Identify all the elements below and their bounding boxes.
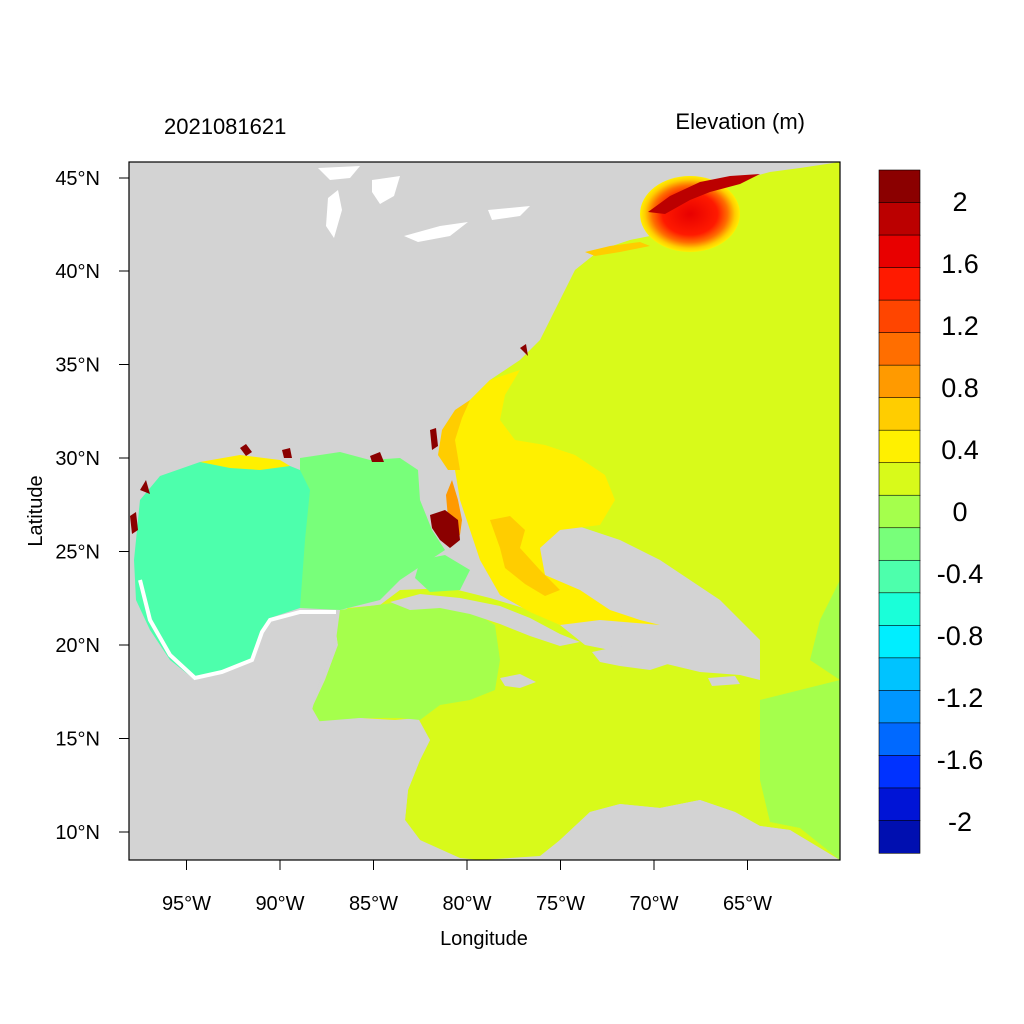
colorbar-swatch (878, 820, 921, 854)
maine-coast-surge (648, 174, 760, 214)
colorbar-swatch (878, 722, 921, 757)
x-tick-label: 80°W (442, 893, 491, 915)
colorbar-label: 2 (952, 187, 967, 217)
colorbar-swatch (878, 169, 921, 204)
central-america (129, 718, 440, 860)
colorbar-label: -2 (948, 807, 972, 837)
great-lakes (318, 166, 530, 242)
yucatan-channel (415, 555, 470, 592)
x-axis: 95°W 90°W 85°W 80°W 75°W 70°W 65°W Longi… (162, 860, 772, 950)
caribbean-east (760, 680, 840, 860)
colorbar-swatch (878, 755, 921, 789)
y-tick-label: 15°N (55, 729, 100, 751)
cuba (390, 594, 580, 646)
mexico-coastline (138, 579, 336, 681)
colorbar-swatch (878, 299, 921, 334)
colorbar-label: 0.4 (941, 435, 979, 465)
colorbar-swatch (878, 429, 921, 464)
florida-tip-surge (430, 510, 460, 548)
x-tick-label: 90°W (255, 893, 304, 915)
x-tick-label: 65°W (723, 893, 772, 915)
x-tick-label: 75°W (536, 893, 585, 915)
jamaica (500, 674, 536, 688)
colorbar-swatch (878, 787, 921, 822)
colorbar-label: 1.6 (941, 249, 979, 279)
colorbar-label: -1.6 (937, 745, 984, 775)
atlantic-east-edge (810, 580, 840, 680)
map-panel (129, 162, 840, 860)
gulf-of-maine-surge (640, 176, 740, 252)
hispaniola (592, 646, 668, 670)
georgia-coast-surge (438, 400, 470, 470)
colorbar-swatch (878, 592, 921, 626)
yucatan-land (262, 610, 340, 720)
colorbar-swatch (878, 364, 921, 399)
y-axis-title: Latitude (25, 475, 47, 546)
x-tick-label: 70°W (629, 893, 678, 915)
colorbar-swatch (878, 559, 921, 594)
colorbar-label: -0.8 (937, 621, 984, 651)
timestamp-title: 2021081621 (164, 114, 286, 139)
northeast-coast-surge (585, 242, 650, 256)
y-tick-label: 20°N (55, 635, 100, 657)
colorbar-swatch (878, 690, 921, 724)
gulf-east (300, 452, 445, 610)
colorbar-swatch (878, 625, 921, 659)
x-tick-label: 85°W (349, 893, 398, 915)
colorbar-swatch (878, 657, 921, 691)
puerto-rico (708, 676, 740, 686)
y-axis: 45°N 40°N 35°N 30°N 25°N 20°N 15°N 10°N … (25, 168, 129, 844)
caribbean-west (312, 600, 500, 722)
gulf-north-coast (200, 455, 290, 470)
y-tick-label: 35°N (55, 355, 100, 377)
colorbar-labels: 2 1.6 1.2 0.8 0.4 0 -0.4 -0.8 -1.2 -1.6 … (937, 187, 984, 837)
colorbar-label: 0 (952, 497, 967, 527)
colorbar-swatch (878, 267, 921, 301)
colorbar-swatch (878, 332, 921, 366)
bahamas-surge (490, 516, 560, 596)
colorbar-swatch (878, 462, 921, 496)
y-tick-label: 10°N (55, 822, 100, 844)
colorbar-label: -0.4 (937, 559, 984, 589)
colorbar-label: 1.2 (941, 311, 979, 341)
x-axis-title: Longitude (440, 928, 528, 950)
colorbar-label: 0.8 (941, 373, 979, 403)
y-tick-label: 30°N (55, 448, 100, 470)
colorbar-swatch (878, 494, 921, 529)
y-tick-label: 25°N (55, 542, 100, 564)
colorbar-swatch (878, 397, 921, 431)
colorbar-swatch (878, 202, 921, 236)
colorbar-swatch (878, 527, 921, 561)
y-tick-label: 45°N (55, 168, 100, 190)
colorbar (878, 169, 921, 854)
southeast-coast-yellow (445, 370, 660, 625)
field-title: Elevation (m) (675, 109, 805, 134)
y-tick-label: 40°N (55, 261, 100, 283)
south-america (540, 800, 840, 860)
colorbar-label: -1.2 (937, 683, 984, 713)
map-frame (128, 161, 841, 861)
x-tick-label: 95°W (162, 893, 211, 915)
colorbar-swatch (878, 234, 921, 269)
